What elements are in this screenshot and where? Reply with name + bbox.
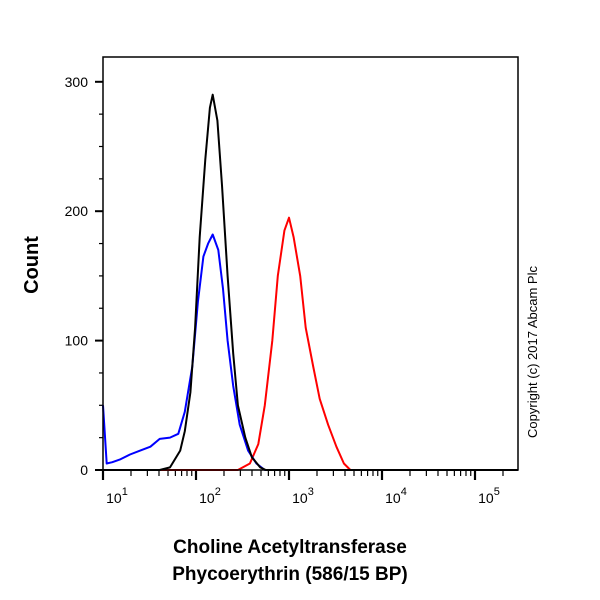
x-tick-label: 102 xyxy=(199,486,221,506)
x-axis-label-line1: Choline Acetyltransferase xyxy=(173,537,407,558)
x-tick-label: 101 xyxy=(106,486,128,506)
x-tick-label: 104 xyxy=(385,486,407,506)
y-tick-label: 200 xyxy=(65,203,89,219)
series-line-choline-acetyltransferase xyxy=(103,216,518,471)
y-tick-label: 0 xyxy=(80,462,88,478)
y-tick-label: 100 xyxy=(65,333,89,349)
copyright-annotation: Copyright (c) 2017 Abcam Plc xyxy=(525,266,540,438)
y-tick-label: 300 xyxy=(65,74,89,90)
x-axis-label-line2: Phycoerythrin (586/15 BP) xyxy=(172,564,407,585)
y-axis-label: Count xyxy=(21,236,43,294)
series-line-isotype-control xyxy=(102,233,518,471)
x-tick-label: 103 xyxy=(292,486,314,506)
x-tick-label: 105 xyxy=(478,486,500,506)
series-line-unlabelled-control xyxy=(103,93,518,471)
plot-frame xyxy=(102,56,519,471)
